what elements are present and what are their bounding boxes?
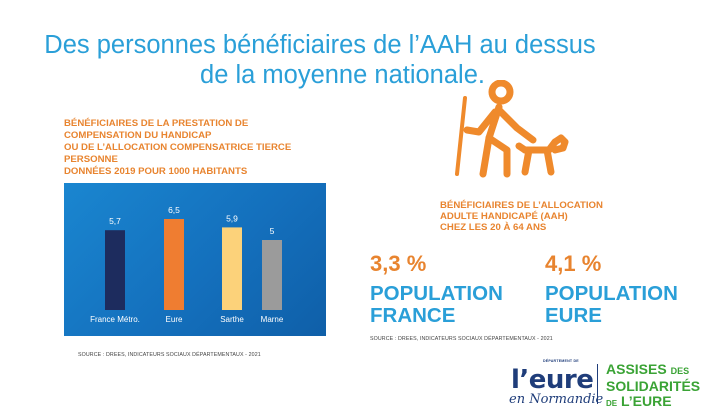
page-title: Des personnes bénéficiaires de l’AAH au … [0, 30, 640, 90]
bar-value-label: 5,9 [226, 213, 238, 223]
logo-assises-word-3: L’EURE [621, 393, 672, 409]
chart-heading-line-5: Données 2019 pour 1000 habitants [64, 166, 248, 177]
aah-heading: Bénéficiaires de l’allocation adulte han… [440, 200, 640, 233]
title-line-1: Des personnes bénéficiaires de l’AAH au … [44, 31, 596, 59]
stat-france: 3,3 % POPULATION FRANCE [370, 253, 503, 327]
stat-eure-pct: 4,1 % [545, 251, 602, 276]
bar-eure [164, 219, 184, 310]
logo-eure-wordmark: l’eure [511, 365, 594, 395]
person-with-guide-dog-icon [455, 80, 569, 178]
logo-divider [597, 364, 598, 404]
stat-france-label-2: FRANCE [370, 304, 456, 327]
departement-eure-logo: DÉPARTEMENT DE l’eure en Normandie [503, 358, 603, 408]
chart-heading: Bénéficiaires de la prestation de compen… [64, 118, 324, 178]
bar-chart-svg: 5,7 France Métro. 6,5 Eure 5,9 Sarthe 5 Marne [90, 205, 284, 324]
bar-chart: 5,7 France Métro. 6,5 Eure 5,9 Sarthe 5 Marne [64, 183, 326, 336]
stat-eure: 4,1 % POPULATION EURE [545, 253, 678, 327]
chart-heading-line-3: ou de l’allocation compensatrice tierce [64, 142, 292, 153]
logo-assises-word-2: SOLIDARITÉS [606, 378, 701, 394]
chart-heading-line-2: compensation du handicap [64, 130, 212, 141]
chart-heading-line-1: Bénéficiaires de la prestation de [64, 118, 249, 129]
logo-assises-de: DE [606, 399, 618, 408]
logo-assises-des: DES [670, 366, 690, 376]
aah-heading-line-1: Bénéficiaires de l’allocation [440, 200, 603, 211]
category-label: Eure [166, 315, 183, 324]
source-note-chart: SOURCE : DREES, INDICATEURS SOCIAUX DÉPA… [78, 352, 261, 358]
stat-eure-label-2: EURE [545, 304, 602, 327]
aah-heading-line-3: chez les 20 à 64 ans [440, 222, 547, 233]
assises-solidarites-logo: ASSISES DES SOLIDARITÉS DE L’EURE [606, 362, 716, 412]
bar-france-m-tro [105, 230, 125, 310]
stat-france-label-1: POPULATION [370, 282, 503, 305]
category-label: Marne [261, 315, 284, 324]
logo-assises-word-1: ASSISES [606, 361, 667, 377]
stat-france-pct: 3,3 % [370, 251, 427, 276]
bar-value-label: 6,5 [168, 205, 180, 215]
chart-heading-line-4: personne [64, 154, 118, 165]
aah-heading-line-2: adulte handicapé (AAH) [440, 211, 568, 222]
logo-eure-tagline: en Normandie [509, 392, 604, 407]
bar-value-label: 5,7 [109, 216, 121, 226]
bar-marne [262, 240, 282, 310]
bar-value-label: 5 [270, 226, 275, 236]
category-label: Sarthe [220, 315, 244, 324]
category-label: France Métro. [90, 315, 140, 324]
bar-sarthe [222, 227, 242, 310]
stat-eure-label-1: POPULATION [545, 282, 678, 305]
logo-eure-small-text: DÉPARTEMENT DE [543, 359, 579, 363]
title-line-2: de la moyenne nationale. [200, 61, 485, 89]
source-note-aah: SOURCE : DREES, INDICATEURS SOCIAUX DÉPA… [370, 336, 553, 342]
